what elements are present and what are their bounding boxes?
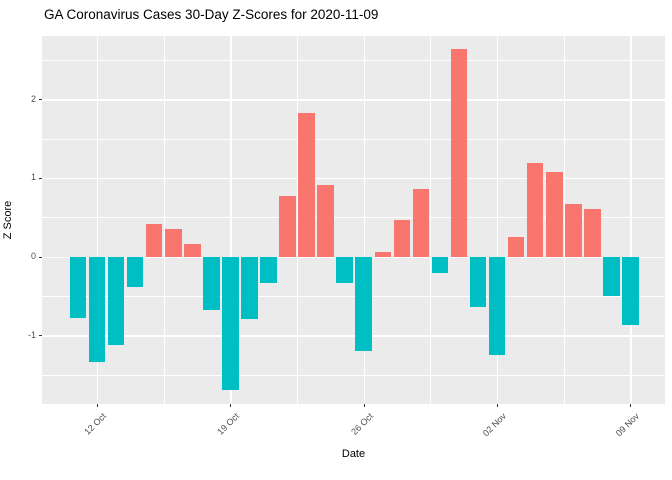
major-gridline-v (363, 36, 366, 404)
x-tick-label: 26 Oct (349, 411, 375, 437)
minor-gridline-h (42, 138, 665, 140)
bar-2020-11-09 (622, 256, 639, 326)
bar-2020-11-07 (584, 208, 601, 257)
y-tick-mark (39, 256, 42, 258)
bar-2020-10-31 (450, 48, 468, 257)
major-gridline-v (497, 36, 499, 404)
bar-2020-10-18 (203, 256, 220, 311)
minor-gridline-v (430, 36, 432, 404)
x-tick-mark (230, 404, 232, 407)
x-tick-mark (97, 404, 99, 407)
bar-2020-10-21 (260, 256, 277, 284)
y-tick-label: 0 (30, 251, 36, 262)
major-gridline-v (230, 36, 232, 404)
x-tick-label: 12 Oct (82, 411, 109, 437)
x-tick-label: 19 Oct (215, 411, 242, 437)
y-tick-label: 2 (30, 93, 36, 104)
bar-2020-11-08 (603, 256, 620, 297)
bar-2020-10-12 (88, 256, 106, 363)
x-tick-label: 02 Nov (480, 411, 509, 439)
bar-2020-11-02 (488, 256, 506, 356)
y-tick-label: -1 (27, 329, 36, 340)
x-tick-mark (497, 404, 499, 407)
bar-2020-11-01 (469, 256, 487, 308)
bar-2020-10-23 (298, 113, 315, 257)
minor-gridline-h (42, 296, 665, 297)
bar-2020-10-15 (145, 223, 163, 257)
bar-2020-10-30 (431, 256, 449, 274)
bar-2020-11-04 (526, 163, 544, 257)
chart-title: GA Coronavirus Cases 30-Day Z-Scores for… (44, 7, 379, 22)
bar-2020-10-11 (69, 256, 87, 319)
bar-2020-10-24 (317, 185, 334, 257)
minor-gridline-h (42, 217, 665, 219)
bar-2020-10-27 (374, 251, 392, 257)
x-tick-mark (363, 404, 365, 407)
minor-gridline-h (42, 374, 665, 376)
major-gridline-v (630, 36, 632, 404)
bar-2020-11-06 (565, 203, 582, 257)
x-axis-title: Date (341, 448, 366, 460)
bar-2020-10-29 (412, 188, 430, 257)
y-tick-mark (39, 335, 42, 337)
minor-gridline-h (42, 59, 665, 61)
bar-2020-11-03 (507, 236, 525, 257)
plot-panel (42, 36, 665, 404)
y-tick-mark (39, 177, 42, 179)
bar-2020-10-13 (107, 256, 125, 345)
y-axis-title: Z Score (2, 200, 14, 240)
minor-gridline-v (563, 36, 565, 404)
major-gridline-h (42, 256, 665, 259)
bar-2020-10-14 (126, 256, 144, 287)
minor-gridline-v (163, 36, 165, 404)
x-tick-mark (630, 404, 632, 407)
x-tick-label: 09 Nov (614, 411, 642, 439)
minor-gridline-v (297, 36, 298, 404)
bar-2020-11-05 (545, 172, 563, 257)
major-gridline-v (97, 36, 99, 404)
bar-2020-10-26 (355, 256, 373, 352)
bar-2020-10-28 (393, 220, 411, 257)
bar-2020-10-25 (336, 256, 353, 284)
bar-2020-10-22 (279, 196, 296, 257)
bar-2020-10-20 (241, 256, 258, 319)
major-gridline-h (42, 335, 665, 337)
major-gridline-h (42, 177, 665, 180)
bar-2020-10-17 (184, 244, 201, 257)
major-gridline-h (42, 99, 665, 101)
y-tick-label: 1 (30, 172, 36, 183)
y-tick-mark (39, 99, 42, 101)
bar-2020-10-19 (222, 256, 239, 391)
bar-2020-10-16 (164, 229, 182, 257)
